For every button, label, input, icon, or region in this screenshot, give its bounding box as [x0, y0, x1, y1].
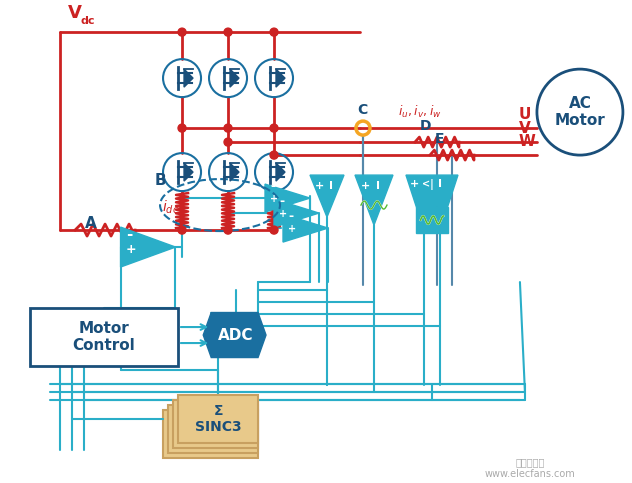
Text: 电子发烧友
www.elecfans.com: 电子发烧友 www.elecfans.com	[485, 457, 575, 479]
Circle shape	[224, 138, 232, 146]
Text: ADC: ADC	[218, 327, 254, 342]
Circle shape	[224, 124, 232, 132]
Text: <|: <|	[422, 179, 434, 190]
Polygon shape	[184, 69, 193, 87]
Bar	[30, 308, 178, 366]
Text: I: I	[376, 181, 380, 191]
Polygon shape	[276, 69, 285, 87]
Text: B: B	[155, 173, 167, 188]
Polygon shape	[355, 175, 393, 225]
Polygon shape	[265, 184, 310, 212]
Polygon shape	[230, 163, 239, 181]
Circle shape	[224, 28, 232, 36]
Text: dc: dc	[80, 16, 95, 26]
Text: I: I	[438, 179, 442, 189]
Bar	[173, 400, 258, 448]
Text: E: E	[435, 132, 444, 146]
Circle shape	[224, 226, 232, 234]
Text: +: +	[270, 194, 278, 204]
Text: D: D	[420, 119, 432, 133]
Polygon shape	[276, 163, 285, 181]
Circle shape	[178, 28, 186, 36]
Circle shape	[178, 124, 186, 132]
Text: A: A	[85, 216, 97, 231]
Bar	[163, 410, 258, 458]
Text: $i_{dc}$: $i_{dc}$	[162, 199, 179, 216]
Text: V: V	[68, 4, 82, 22]
Text: -: -	[126, 227, 133, 242]
Text: AC
Motor: AC Motor	[554, 96, 605, 128]
Text: +: +	[288, 224, 296, 234]
Text: +: +	[410, 179, 419, 189]
Text: +: +	[315, 181, 324, 191]
Circle shape	[270, 151, 278, 159]
Text: V: V	[519, 121, 531, 136]
Text: I: I	[329, 181, 333, 191]
Text: +: +	[126, 243, 137, 256]
Bar	[178, 395, 258, 443]
Polygon shape	[121, 227, 176, 267]
Polygon shape	[274, 199, 319, 227]
Text: U: U	[519, 107, 532, 122]
Circle shape	[270, 124, 278, 132]
Text: W: W	[519, 134, 536, 149]
Text: +: +	[279, 209, 287, 219]
Text: Motor
Control: Motor Control	[73, 321, 135, 353]
Circle shape	[270, 28, 278, 36]
Text: +: +	[361, 181, 370, 191]
Text: $i_u,i_v,i_w$: $i_u,i_v,i_w$	[398, 104, 442, 120]
Polygon shape	[283, 214, 328, 242]
Polygon shape	[406, 175, 458, 207]
Text: -: -	[288, 210, 293, 223]
Text: Σ
SINC3: Σ SINC3	[195, 404, 241, 434]
Polygon shape	[230, 69, 239, 87]
Circle shape	[178, 226, 186, 234]
Polygon shape	[310, 175, 344, 217]
Text: C: C	[357, 103, 367, 117]
Polygon shape	[184, 163, 193, 181]
Polygon shape	[204, 313, 266, 357]
Bar	[416, 207, 447, 233]
Text: -: -	[279, 195, 284, 208]
Text: -: -	[270, 180, 275, 193]
Bar	[168, 405, 258, 453]
Circle shape	[270, 226, 278, 234]
